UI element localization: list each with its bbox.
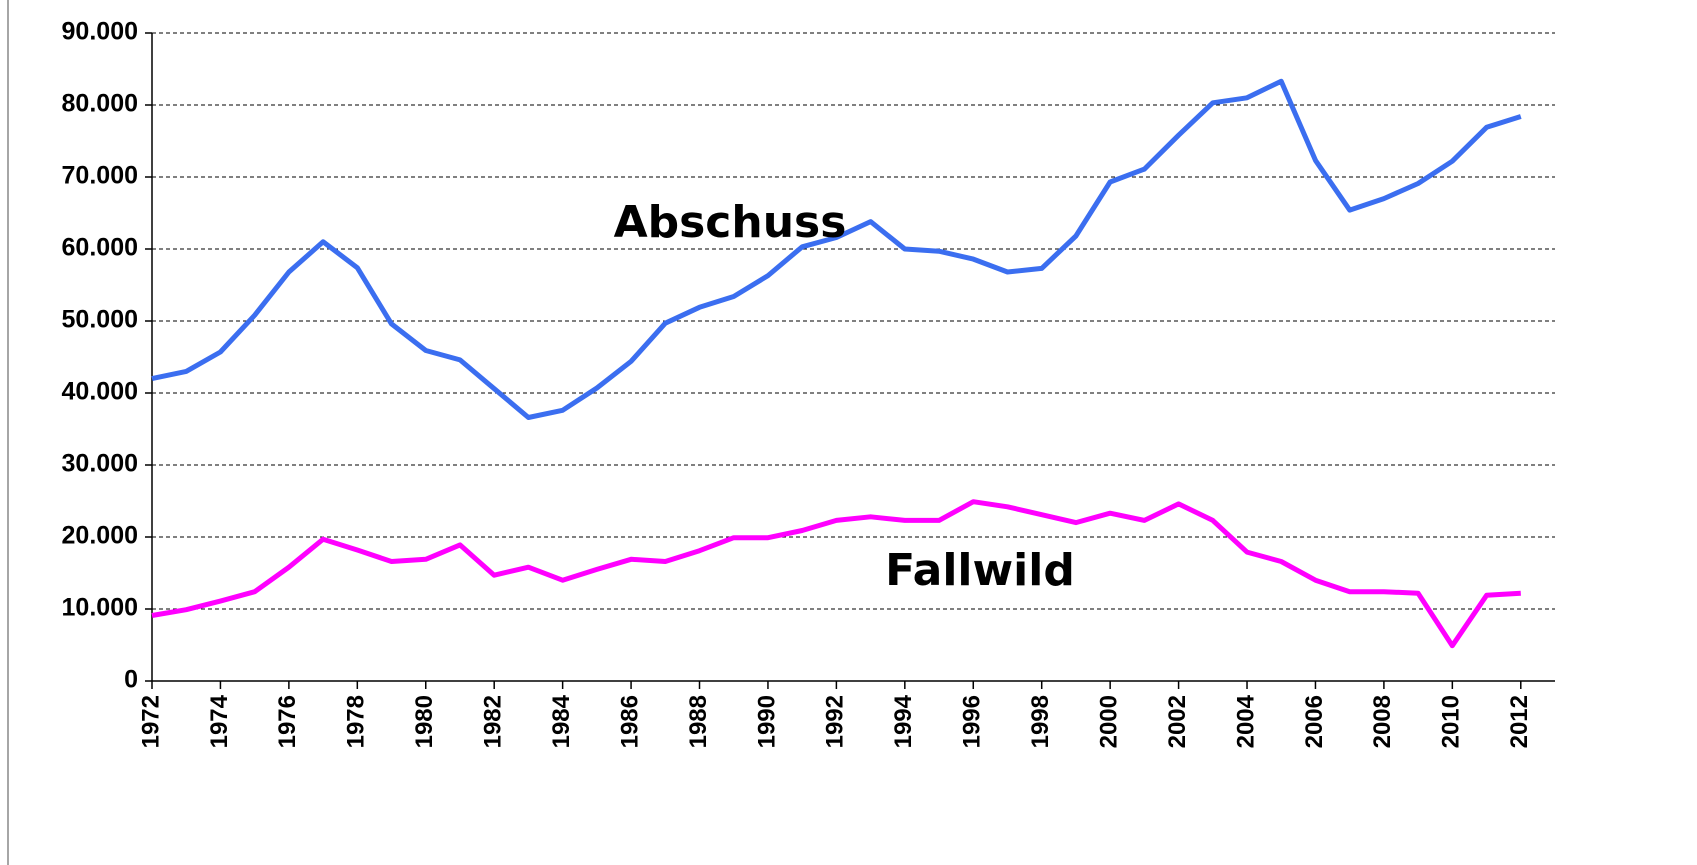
x-tick-label: 2004 [1232, 694, 1259, 748]
x-tick-label: 1988 [685, 695, 712, 748]
x-tick-label: 1996 [959, 695, 986, 748]
x-tick-label: 1990 [753, 695, 780, 748]
x-tick-label: 1974 [206, 694, 233, 748]
x-tick-label: 2000 [1095, 695, 1122, 748]
x-tick-label: 1998 [1027, 695, 1054, 748]
y-tick-label: 70.000 [62, 162, 138, 190]
x-tick-label: 1982 [480, 695, 507, 748]
x-tick-label: 2008 [1369, 695, 1396, 748]
y-tick-label: 10.000 [62, 594, 138, 622]
y-tick-label: 80.000 [62, 90, 138, 118]
y-tick-label: 40.000 [62, 378, 138, 406]
y-tick-label: 0 [124, 666, 138, 694]
y-tick-label: 90.000 [62, 18, 138, 46]
series-label: Abschuss [614, 197, 847, 248]
x-tick-label: 2012 [1506, 695, 1533, 748]
x-tick-label: 1972 [137, 695, 164, 748]
x-tick-label: 1992 [822, 695, 849, 748]
x-tick-label: 1980 [411, 695, 438, 748]
y-tick-label: 60.000 [62, 234, 138, 262]
x-tick-label: 2002 [1164, 695, 1191, 748]
y-tick-label: 30.000 [62, 450, 138, 478]
x-tick-label: 1986 [616, 695, 643, 748]
data-line [151, 499, 1521, 649]
x-tick-label: 1978 [343, 695, 370, 748]
x-tick-label: 1994 [890, 694, 917, 748]
y-tick-label: 50.000 [62, 306, 138, 334]
series-label: Fallwild [885, 545, 1075, 596]
y-tick-label: 20.000 [62, 522, 138, 550]
x-tick-label: 1976 [274, 695, 301, 748]
x-tick-label: 1984 [548, 694, 575, 748]
x-tick-label: 2006 [1301, 695, 1328, 748]
data-line [151, 78, 1522, 420]
x-tick-label: 2010 [1438, 695, 1465, 748]
